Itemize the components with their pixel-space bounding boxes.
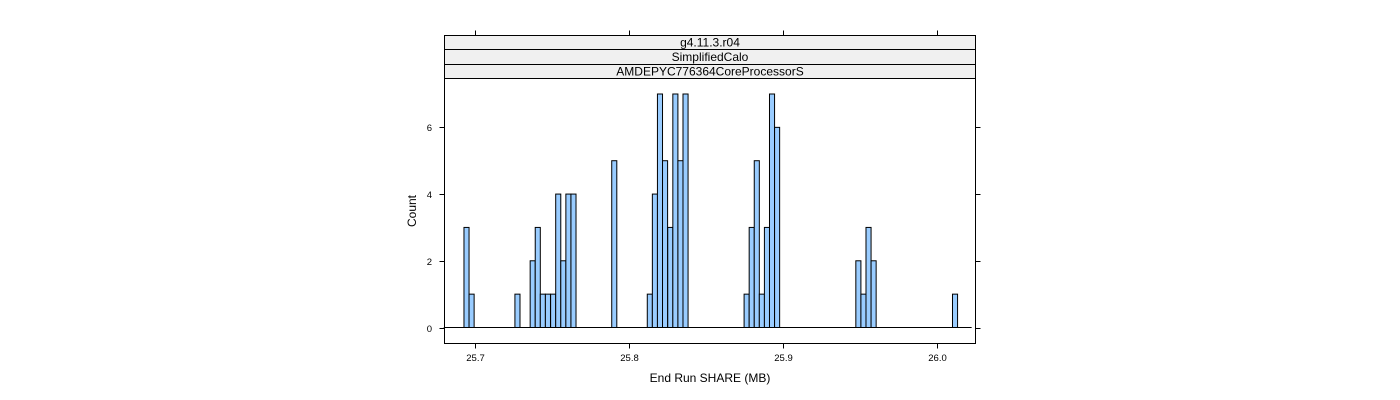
x-axis-title: End Run SHARE (MB) (650, 371, 771, 385)
x-tick-label: 25.8 (620, 353, 639, 364)
y-tick-label: 4 (427, 190, 432, 201)
histogram-bar (611, 160, 618, 328)
histogram-bar (463, 226, 470, 328)
x-tick-label: 25.7 (466, 353, 485, 364)
histogram-bar (753, 160, 760, 328)
histogram-bar (555, 193, 562, 328)
histogram-bar (855, 260, 862, 328)
histogram-bar (656, 93, 664, 328)
histogram-bar (514, 293, 521, 328)
histogram-bar (560, 260, 567, 328)
y-tick-label: 6 (427, 123, 432, 134)
histogram-bar (570, 193, 577, 328)
histogram-bar (672, 93, 679, 328)
histogram-bar (774, 126, 781, 328)
histogram-bar (768, 93, 776, 328)
histogram-bar (565, 193, 572, 328)
histogram-bar (682, 93, 689, 328)
x-tick-label: 26.0 (928, 353, 947, 364)
strip-1-label: g4.11.3.r04 (680, 36, 740, 50)
panel-frame (444, 78, 976, 344)
histogram-bar (550, 293, 557, 328)
histogram-bar (529, 260, 536, 328)
y-tick-label: 2 (427, 257, 432, 268)
histogram-bar (534, 226, 541, 328)
histogram-bar (662, 160, 669, 328)
histogram-bar (865, 226, 872, 328)
histogram-bar (468, 293, 475, 328)
histogram-bar (539, 293, 546, 328)
histogram-bar (860, 293, 867, 328)
x-axis-ticks: 25.7 25.8 25.9 26.0 (466, 30, 947, 364)
histogram-bar (651, 193, 658, 328)
y-tick-label: 0 (427, 324, 432, 335)
strip-headers: g4.11.3.r04 SimplifiedCalo AMDEPYC776364… (444, 35, 976, 79)
x-tick-label: 25.9 (774, 353, 793, 364)
histogram-bar (677, 160, 684, 328)
histogram-bars (463, 93, 959, 328)
histogram-bar (748, 226, 755, 328)
histogram-bar (743, 293, 750, 328)
histogram-bar (763, 226, 770, 328)
histogram-bar (544, 293, 551, 328)
strip-3-label: AMDEPYC776364CoreProcessorS (616, 65, 803, 79)
histogram-bar (667, 226, 674, 328)
histogram-bar (870, 260, 877, 328)
histogram-bar (646, 293, 653, 328)
histogram-bar (951, 293, 959, 328)
y-axis-title: Count (405, 194, 419, 227)
y-axis-ticks: 0 2 4 6 (427, 123, 981, 335)
strip-2-label: SimplifiedCalo (672, 50, 749, 64)
histogram-bar (758, 293, 765, 328)
